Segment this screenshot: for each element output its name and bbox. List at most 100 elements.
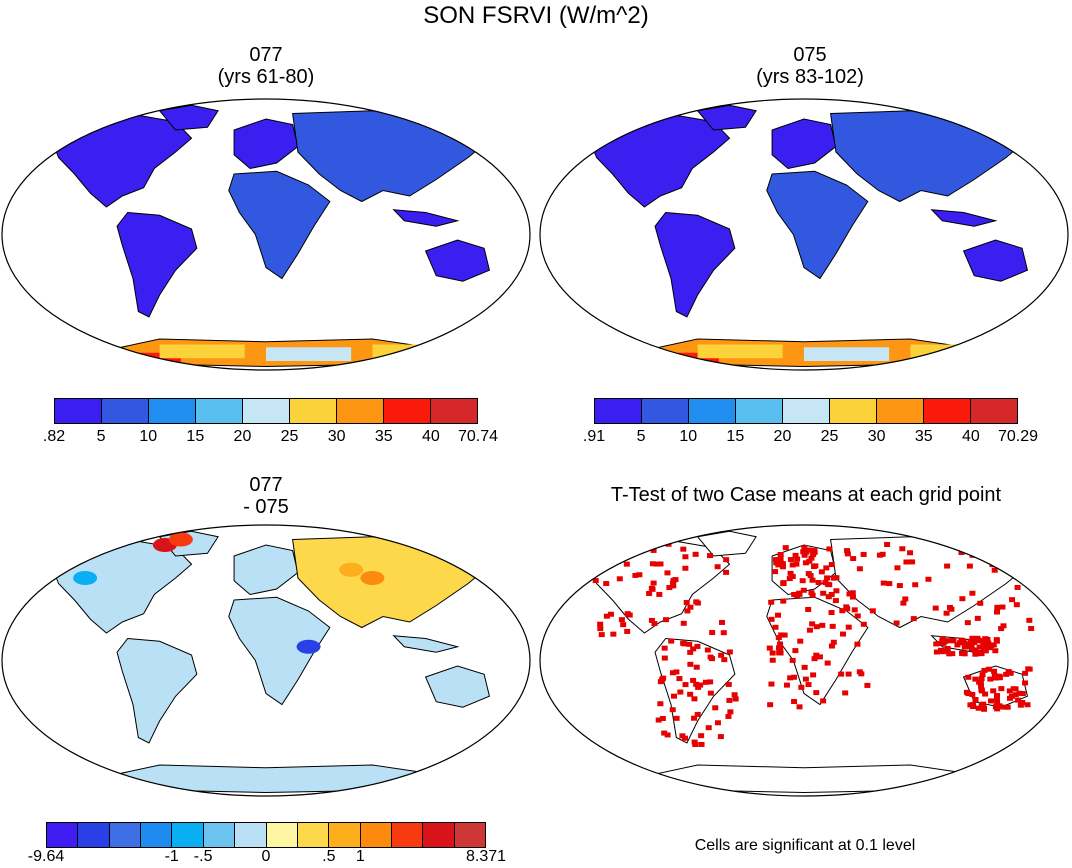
significant-cell bbox=[721, 657, 728, 663]
significant-cell bbox=[650, 580, 657, 586]
colorbar-tick-label: 70.29 bbox=[997, 428, 1039, 445]
significant-cell bbox=[992, 704, 999, 710]
significant-cell bbox=[1006, 695, 1013, 701]
significant-cell bbox=[726, 649, 733, 655]
significant-cell bbox=[910, 616, 917, 622]
colorbar-swatch bbox=[431, 399, 477, 423]
significant-cell bbox=[712, 705, 719, 711]
significant-cell bbox=[1022, 670, 1029, 676]
landmass-northAmerica bbox=[585, 112, 731, 208]
significant-cell bbox=[846, 591, 853, 597]
significant-cell bbox=[793, 561, 800, 567]
significant-cell bbox=[679, 733, 686, 739]
significant-cell bbox=[972, 697, 979, 703]
significant-cell bbox=[987, 676, 994, 682]
significant-cell bbox=[707, 690, 714, 696]
significant-cell bbox=[800, 549, 807, 555]
colorbar-tick-label: 30 bbox=[327, 428, 346, 445]
landmass-africa bbox=[766, 170, 869, 280]
significant-cell bbox=[981, 706, 988, 712]
significant-cell bbox=[789, 657, 796, 663]
colorbar-swatch bbox=[102, 399, 149, 423]
significant-cell bbox=[826, 546, 833, 552]
significant-cell bbox=[954, 642, 961, 648]
significant-cell bbox=[826, 582, 833, 588]
significant-cell bbox=[809, 621, 816, 627]
significant-cell bbox=[620, 622, 627, 628]
significant-cell bbox=[1022, 680, 1029, 686]
colorbar-077 bbox=[54, 398, 478, 424]
significant-cell bbox=[1000, 623, 1007, 629]
colorbar-tick-label: .82 bbox=[42, 428, 66, 445]
significant-cell bbox=[961, 640, 968, 646]
colorbar-swatch bbox=[141, 823, 173, 847]
significant-cell bbox=[806, 558, 813, 564]
significant-cell bbox=[709, 656, 716, 662]
panel-title-diff: 077 - 075 bbox=[100, 474, 432, 518]
colorbar-tick-label: 10 bbox=[679, 428, 698, 445]
significant-cell bbox=[787, 570, 794, 576]
significant-cell bbox=[781, 632, 788, 638]
colorbar-swatch bbox=[109, 823, 142, 847]
landmass-europe bbox=[771, 118, 837, 170]
significant-cell bbox=[624, 628, 631, 634]
significant-cell bbox=[723, 557, 730, 563]
significant-cell bbox=[603, 581, 610, 587]
colorbar-swatch bbox=[689, 399, 736, 423]
significant-cell bbox=[969, 691, 976, 697]
significant-cell bbox=[978, 687, 985, 693]
significant-cell bbox=[933, 641, 940, 647]
significant-cell bbox=[680, 620, 687, 626]
significant-cell bbox=[1026, 617, 1033, 623]
significant-cell bbox=[693, 681, 700, 687]
significant-cell bbox=[808, 590, 815, 596]
significant-cell bbox=[896, 583, 903, 589]
panel1-title-line2: (yrs 61-80) bbox=[217, 66, 315, 88]
landmass-africa bbox=[228, 170, 331, 280]
significant-cell bbox=[970, 703, 977, 709]
significant-cell bbox=[1019, 691, 1026, 697]
significant-cell bbox=[879, 551, 886, 557]
significant-cell bbox=[961, 651, 968, 657]
significant-cell bbox=[797, 638, 804, 644]
significant-cell bbox=[702, 679, 709, 685]
figure-title: SON FSRVI (W/m^2) bbox=[423, 2, 649, 29]
significant-cell bbox=[1028, 537, 1035, 543]
significant-cell bbox=[824, 575, 831, 581]
difference-patch bbox=[296, 639, 321, 654]
significant-cell bbox=[586, 573, 593, 579]
significant-cell bbox=[981, 667, 988, 673]
significant-cell bbox=[766, 645, 773, 651]
panel-title-ttest: T-Test of two Case means at each grid po… bbox=[540, 484, 1072, 506]
significant-cell bbox=[779, 561, 786, 567]
significant-cell bbox=[880, 580, 887, 586]
colorbar-swatch bbox=[149, 399, 196, 423]
significant-cell bbox=[661, 645, 668, 651]
significant-cell bbox=[776, 650, 783, 656]
significant-cell bbox=[964, 620, 971, 626]
significant-cell bbox=[794, 593, 801, 599]
panel1-title-line1: 077 bbox=[249, 44, 283, 66]
landmass-greenland bbox=[696, 104, 757, 131]
significant-cell bbox=[801, 545, 808, 551]
significant-cell bbox=[992, 648, 999, 654]
panel4-title-line1: T-Test of two Case means at each grid po… bbox=[610, 484, 1002, 506]
significant-cell bbox=[946, 651, 953, 657]
significant-cell bbox=[772, 624, 779, 630]
significant-cell bbox=[775, 635, 782, 641]
significant-cell bbox=[603, 613, 610, 619]
significant-cell bbox=[860, 621, 867, 627]
significant-cell bbox=[691, 696, 698, 702]
significant-cell bbox=[994, 699, 1001, 705]
significant-cell bbox=[768, 681, 775, 687]
colorbar-tick-label: 35 bbox=[374, 428, 393, 445]
significant-cell bbox=[978, 676, 985, 682]
significant-cell bbox=[816, 654, 823, 660]
significant-cell bbox=[768, 599, 775, 605]
significant-cell bbox=[775, 612, 782, 618]
significant-cell bbox=[787, 675, 794, 681]
significant-cell bbox=[809, 592, 816, 598]
colorbar-tick-label: 8.371 bbox=[465, 848, 507, 865]
colorbar-tick-label: 25 bbox=[280, 428, 299, 445]
significant-cell bbox=[791, 674, 798, 680]
